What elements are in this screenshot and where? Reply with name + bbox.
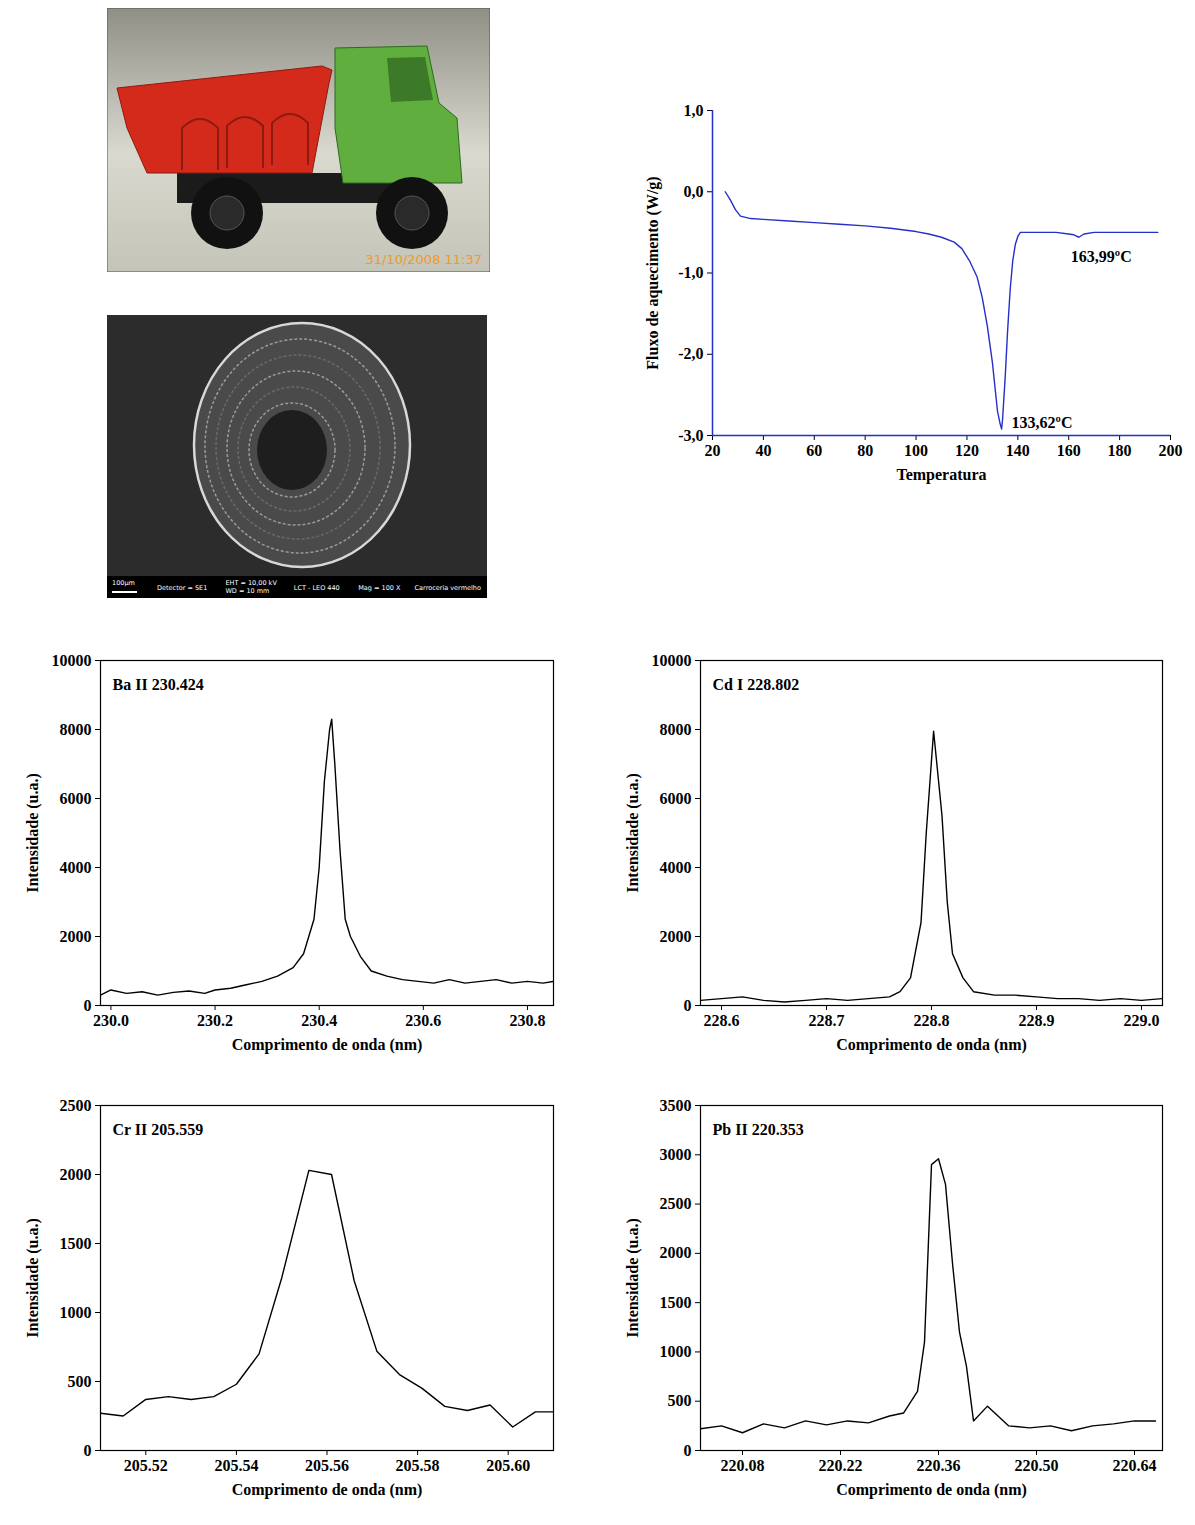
svg-text:Comprimento de onda (nm): Comprimento de onda (nm)	[232, 1481, 423, 1499]
svg-text:230.2: 230.2	[197, 1012, 233, 1029]
svg-text:-3,0: -3,0	[678, 427, 703, 444]
svg-text:1000: 1000	[660, 1343, 692, 1360]
svg-text:2000: 2000	[660, 1244, 692, 1261]
svg-text:2000: 2000	[60, 928, 92, 945]
svg-text:EHT = 10,00 kV: EHT = 10,00 kV	[225, 579, 277, 587]
svg-text:31/10/2008 11:37: 31/10/2008 11:37	[365, 252, 482, 267]
svg-text:40: 40	[755, 442, 771, 459]
svg-text:140: 140	[1006, 442, 1030, 459]
svg-text:205.52: 205.52	[124, 1457, 168, 1474]
svg-text:Pb II 220.353: Pb II 220.353	[713, 1121, 804, 1138]
svg-text:205.60: 205.60	[486, 1457, 530, 1474]
svg-text:6000: 6000	[660, 790, 692, 807]
svg-text:60: 60	[806, 442, 822, 459]
svg-text:Comprimento de onda (nm): Comprimento de onda (nm)	[232, 1036, 423, 1054]
svg-text:Mag = 100 X: Mag = 100 X	[358, 584, 401, 592]
svg-text:10000: 10000	[652, 652, 692, 669]
svg-text:228.7: 228.7	[809, 1012, 845, 1029]
svg-text:0: 0	[84, 1442, 92, 1459]
svg-text:229.0: 229.0	[1124, 1012, 1160, 1029]
svg-text:1500: 1500	[60, 1235, 92, 1252]
svg-text:230.8: 230.8	[509, 1012, 545, 1029]
svg-text:Temperatura: Temperatura	[896, 466, 986, 484]
svg-text:100µm: 100µm	[112, 579, 135, 587]
svg-text:20: 20	[705, 442, 721, 459]
svg-text:2000: 2000	[660, 928, 692, 945]
svg-text:0,0: 0,0	[684, 183, 704, 200]
svg-text:8000: 8000	[60, 721, 92, 738]
svg-text:0: 0	[84, 997, 92, 1014]
svg-text:500: 500	[668, 1392, 692, 1409]
svg-text:230.6: 230.6	[405, 1012, 441, 1029]
svg-text:-1,0: -1,0	[678, 264, 703, 281]
svg-text:Intensidade (u.a.): Intensidade (u.a.)	[624, 773, 642, 893]
svg-text:200: 200	[1159, 442, 1183, 459]
svg-text:205.58: 205.58	[396, 1457, 440, 1474]
svg-text:6000: 6000	[60, 790, 92, 807]
svg-text:Carroceria vermelho: Carroceria vermelho	[415, 584, 481, 592]
svg-text:Fluxo de aquecimento (W/g): Fluxo de aquecimento (W/g)	[644, 176, 662, 369]
svg-text:Intensidade (u.a.): Intensidade (u.a.)	[24, 1218, 42, 1338]
svg-text:2000: 2000	[60, 1166, 92, 1183]
svg-text:220.22: 220.22	[819, 1457, 863, 1474]
svg-text:Intensidade (u.a.): Intensidade (u.a.)	[624, 1218, 642, 1338]
svg-text:4000: 4000	[660, 859, 692, 876]
svg-text:230.0: 230.0	[93, 1012, 129, 1029]
svg-text:0: 0	[684, 1442, 692, 1459]
svg-text:Detector = SE1: Detector = SE1	[157, 584, 207, 592]
svg-text:80: 80	[857, 442, 873, 459]
svg-text:220.50: 220.50	[1015, 1457, 1059, 1474]
svg-text:2500: 2500	[660, 1195, 692, 1212]
svg-text:228.8: 228.8	[914, 1012, 950, 1029]
svg-text:220.08: 220.08	[721, 1457, 765, 1474]
svg-text:Ba II 230.424: Ba II 230.424	[113, 676, 204, 693]
svg-text:220.64: 220.64	[1113, 1457, 1157, 1474]
svg-text:230.4: 230.4	[301, 1012, 337, 1029]
svg-text:133,62ºC: 133,62ºC	[1012, 414, 1073, 431]
svg-text:-2,0: -2,0	[678, 345, 703, 362]
svg-text:1500: 1500	[660, 1294, 692, 1311]
svg-text:LCT - LEO 440: LCT - LEO 440	[294, 584, 340, 592]
svg-text:180: 180	[1108, 442, 1132, 459]
svg-text:Comprimento de onda (nm): Comprimento de onda (nm)	[836, 1481, 1027, 1499]
svg-text:0: 0	[684, 997, 692, 1014]
svg-text:WD = 10 mm: WD = 10 mm	[225, 587, 269, 595]
svg-text:205.54: 205.54	[214, 1457, 258, 1474]
svg-text:8000: 8000	[660, 721, 692, 738]
svg-text:1,0: 1,0	[684, 102, 704, 119]
svg-text:160: 160	[1057, 442, 1081, 459]
svg-text:228.6: 228.6	[704, 1012, 740, 1029]
svg-text:205.56: 205.56	[305, 1457, 349, 1474]
svg-text:163,99ºC: 163,99ºC	[1071, 248, 1132, 265]
svg-text:4000: 4000	[60, 859, 92, 876]
svg-text:Comprimento de onda (nm): Comprimento de onda (nm)	[836, 1036, 1027, 1054]
svg-text:2500: 2500	[60, 1097, 92, 1114]
svg-text:3500: 3500	[660, 1097, 692, 1114]
svg-text:220.36: 220.36	[917, 1457, 961, 1474]
svg-text:500: 500	[68, 1373, 92, 1390]
svg-text:1000: 1000	[60, 1304, 92, 1321]
svg-text:Cr II 205.559: Cr II 205.559	[113, 1121, 204, 1138]
svg-text:120: 120	[955, 442, 979, 459]
svg-text:3000: 3000	[660, 1146, 692, 1163]
svg-text:Intensidade (u.a.): Intensidade (u.a.)	[24, 773, 42, 893]
svg-text:228.9: 228.9	[1019, 1012, 1055, 1029]
svg-text:100: 100	[904, 442, 928, 459]
svg-text:Cd I 228.802: Cd I 228.802	[713, 676, 800, 693]
svg-text:10000: 10000	[52, 652, 92, 669]
